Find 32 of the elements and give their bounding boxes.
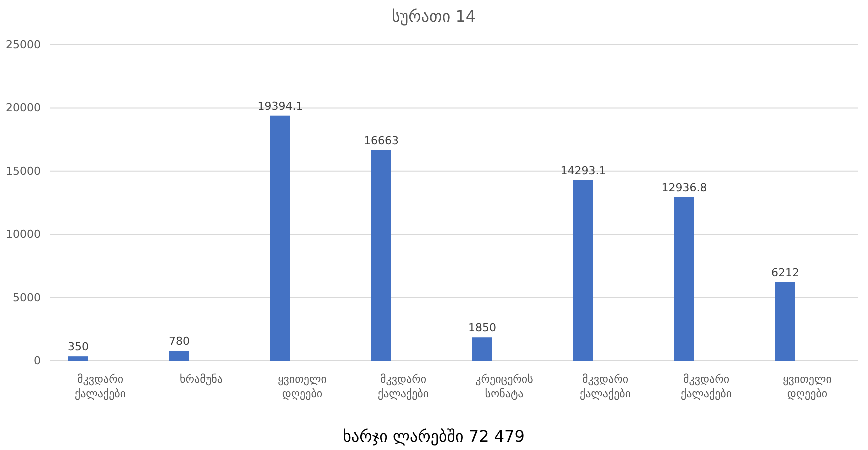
data-label: 19394.1 [258, 100, 304, 113]
x-tick-label: მკვდარი ქალაქები [378, 372, 430, 401]
bar [372, 150, 392, 361]
x-tick-label: მკვდარი ქალაქები [74, 372, 126, 401]
x-tick-label: მკვდარი ქალაქები [680, 372, 732, 401]
y-tick-label: 25000 [6, 38, 41, 52]
bar [170, 351, 190, 361]
data-label: 16663 [364, 134, 399, 148]
data-label: 350 [68, 340, 89, 354]
bar [776, 282, 796, 361]
data-label: 6212 [772, 266, 800, 280]
y-tick-label: 10000 [6, 228, 41, 242]
x-tick-label: ყვითელი დღეები [278, 372, 328, 401]
chart-title: სურათი 14 [392, 7, 476, 26]
data-label: 14293.1 [560, 164, 606, 178]
bar [68, 356, 88, 361]
x-tick-label: მკვდარი ქალაქები [580, 372, 632, 401]
x-tick-label: ხრამუნა [180, 372, 224, 386]
bar [574, 180, 594, 361]
data-label: 1850 [468, 322, 496, 335]
y-tick-label: 5000 [13, 291, 41, 304]
bar [472, 338, 492, 361]
bar [270, 116, 290, 361]
x-axis-title: ხარჯი ლარებში 72 479 [343, 427, 525, 446]
y-tick-label: 20000 [6, 102, 41, 115]
x-tick-label: კრეიცერის სონატა [476, 372, 534, 401]
y-tick-label: 15000 [6, 164, 41, 178]
bar [674, 197, 694, 361]
x-tick-label: ყვითელი დღეები [783, 372, 832, 401]
data-label: 780 [169, 335, 190, 348]
data-label: 12936.8 [662, 181, 708, 194]
y-tick-label: 0 [34, 354, 41, 368]
